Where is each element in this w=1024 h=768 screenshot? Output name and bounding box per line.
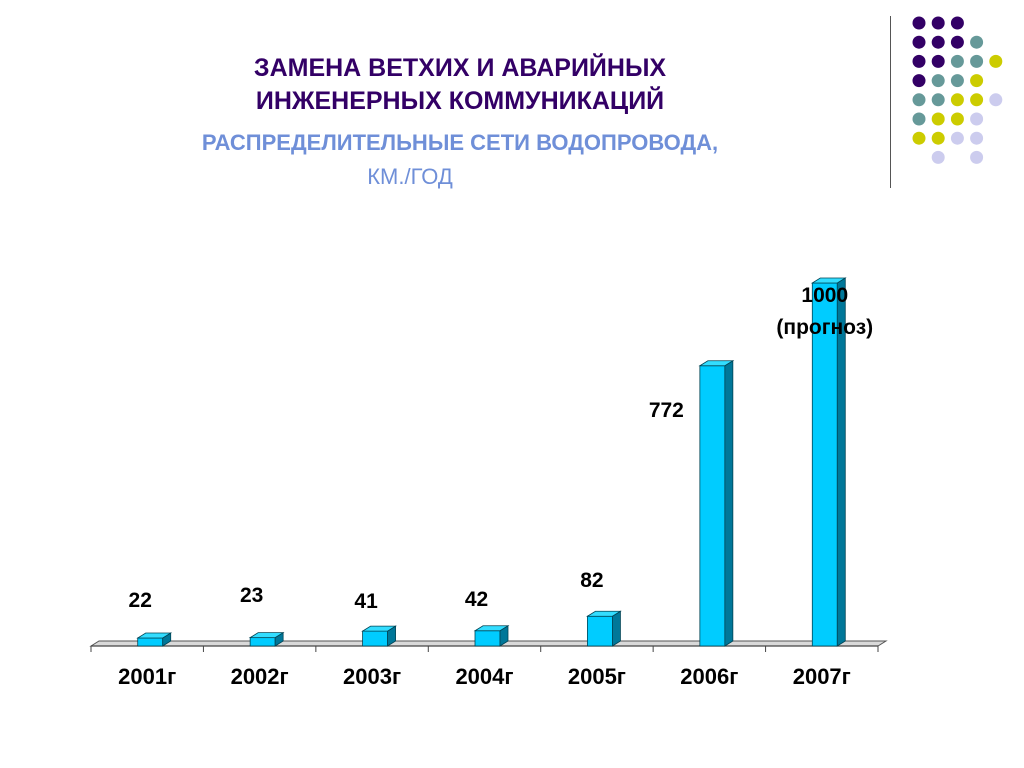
x-tick-label: 2007г [793, 664, 851, 689]
slide-title: ЗАМЕНА ВЕТХИХ И АВАРИЙНЫХ ИНЖЕНЕРНЫХ КОМ… [140, 52, 780, 118]
bar-side [724, 360, 734, 647]
decor-dot [970, 93, 984, 107]
data-label: 42 [465, 588, 488, 611]
title-line-2: ИНЖЕНЕРНЫХ КОММУНИКАЦИЙ [255, 87, 665, 115]
bar [474, 630, 501, 647]
x-tick-label: 2001г [118, 664, 176, 689]
data-label: 41 [354, 590, 378, 613]
bar [587, 615, 613, 647]
decor-dot [912, 112, 926, 126]
subtitle-line-2: КМ./ГОД [367, 164, 453, 189]
decor-dot [912, 54, 926, 68]
data-label: 772 [649, 399, 684, 422]
bar [137, 637, 164, 647]
decor-dot [970, 54, 984, 68]
bar-side [612, 610, 621, 647]
bar-top [361, 625, 397, 632]
decor-dot [989, 93, 1003, 107]
decor-dot [931, 54, 945, 68]
x-tick-label: 2003г [343, 664, 401, 689]
decor-dot [912, 74, 926, 88]
bar [249, 637, 276, 647]
title-line-1: ЗАМЕНА ВЕТХИХ И АВАРИЙНЫХ [253, 54, 667, 82]
decor-dot [931, 93, 945, 107]
decor-dot [950, 35, 964, 49]
decor-dot [931, 16, 945, 30]
decor-dot [970, 150, 984, 164]
decor-dot [950, 131, 964, 145]
bar-top [698, 360, 735, 367]
decor-dot [912, 16, 926, 30]
data-label: 1000 [801, 284, 848, 307]
data-label: 22 [129, 589, 152, 612]
x-tick-label: 2006г [680, 664, 738, 689]
subtitle-line-1: РАСПРЕДЕЛИТЕЛЬНЫЕ СЕТИ ВОДОПРОВОДА, [201, 130, 719, 155]
data-label: (прогноз) [776, 316, 873, 339]
decor-dot [989, 54, 1003, 68]
decor-dot [931, 131, 945, 145]
data-label: 23 [240, 584, 263, 607]
decor-dot [950, 112, 964, 126]
decor-dot [970, 35, 984, 49]
x-tick-label: 2002г [231, 664, 289, 689]
decor-dot [950, 54, 964, 68]
bar [811, 282, 838, 647]
decor-dot [931, 35, 945, 49]
x-tick-label: 2004г [455, 664, 513, 689]
bar [699, 365, 726, 647]
decor-dot [970, 74, 984, 88]
decorative-dot-grid [912, 16, 1003, 164]
bar-top [586, 610, 622, 617]
bar-top [136, 632, 173, 639]
decor-dot [912, 131, 926, 145]
decor-dot [950, 16, 964, 30]
decor-dot [970, 131, 984, 145]
decor-dot [950, 93, 964, 107]
decor-dot [912, 35, 926, 49]
bar [362, 630, 388, 647]
decor-dot [950, 74, 964, 88]
data-label: 82 [580, 569, 603, 592]
bar-top [473, 625, 510, 632]
decor-dot [912, 93, 926, 107]
bar-top [810, 277, 847, 284]
decor-dot [931, 112, 945, 126]
decor-dot [931, 150, 945, 164]
decor-dot [970, 112, 984, 126]
decor-dot [931, 74, 945, 88]
bar-top [248, 632, 285, 639]
x-tick-label: 2005г [568, 664, 626, 689]
decorative-divider [890, 16, 891, 188]
